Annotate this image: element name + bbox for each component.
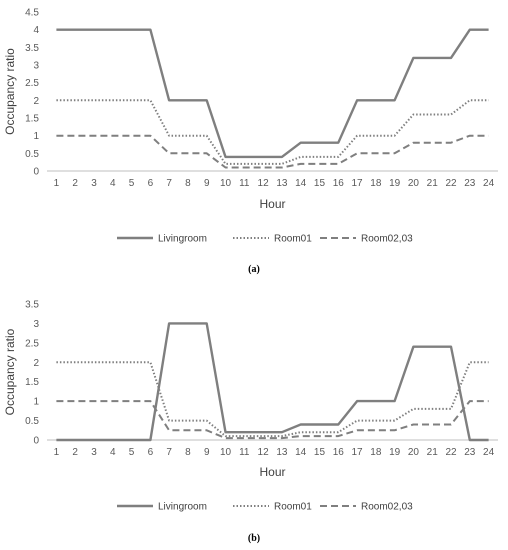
x-tick-label: 11 xyxy=(239,447,250,458)
x-tick-label: 20 xyxy=(408,447,420,458)
x-tick-label: 4 xyxy=(110,447,116,458)
panel-label: (a) xyxy=(248,264,260,275)
x-tick-label: 8 xyxy=(185,447,191,458)
x-tick-label: 5 xyxy=(129,178,135,189)
legend-label: Livingroom xyxy=(158,502,207,513)
legend-label: Room01 xyxy=(274,502,312,513)
y-tick-label: 1 xyxy=(33,397,39,408)
y-tick-label: 4.5 xyxy=(25,8,39,19)
y-tick-label: 3 xyxy=(33,319,39,330)
x-tick-label: 24 xyxy=(483,447,495,458)
x-tick-label: 18 xyxy=(370,447,382,458)
x-tick-label: 5 xyxy=(129,447,135,458)
y-tick-label: 1.5 xyxy=(25,377,39,388)
x-tick-label: 6 xyxy=(148,178,154,189)
y-tick-label: 2.5 xyxy=(25,78,39,89)
x-tick-label: 19 xyxy=(389,447,401,458)
x-tick-label: 1 xyxy=(54,178,60,189)
x-tick-label: 13 xyxy=(276,178,288,189)
x-tick-label: 23 xyxy=(464,447,476,458)
x-tick-label: 10 xyxy=(220,447,232,458)
x-tick-label: 16 xyxy=(333,178,345,189)
x-axis-label: Hour xyxy=(259,197,285,211)
x-tick-label: 10 xyxy=(220,178,232,189)
legend: Livingroom Room01 Room02,03 xyxy=(117,234,413,245)
y-tick-label: 0.5 xyxy=(25,416,39,427)
series-line-room02-03 xyxy=(56,400,489,440)
x-tick-label: 8 xyxy=(185,178,191,189)
series-line-livingroom xyxy=(56,28,489,159)
x-tick-label: 9 xyxy=(204,178,210,189)
series-line-livingroom xyxy=(56,322,489,442)
chart-panel-1: 00.511.522.533.544.51 2 3 4 5 6 7 8 9 10 11 12 13 14 1… xyxy=(3,8,498,275)
y-tick-label: 4 xyxy=(33,25,39,36)
y-tick-label: 2.5 xyxy=(25,338,39,349)
x-tick-label: 6 xyxy=(148,447,154,458)
legend-label: Room02,03 xyxy=(361,502,413,513)
x-tick-label: 4 xyxy=(110,178,116,189)
legend-label: Room02,03 xyxy=(361,234,413,245)
x-tick-label: 2 xyxy=(72,447,78,458)
x-tick-label: 17 xyxy=(352,178,364,189)
x-tick-label: 17 xyxy=(352,447,364,458)
x-tick-label: 7 xyxy=(166,447,172,458)
y-axis-label: Occupancy ratio xyxy=(3,48,17,135)
y-tick-label: 1 xyxy=(33,131,39,142)
series-line-room01 xyxy=(56,99,489,165)
x-tick-label: 14 xyxy=(295,447,307,458)
x-tick-label: 15 xyxy=(314,447,326,458)
x-tick-label: 20 xyxy=(408,178,420,189)
legend: Livingroom Room01 Room02,03 xyxy=(117,502,413,513)
y-tick-label: 3 xyxy=(33,61,39,72)
x-tick-label: 7 xyxy=(166,178,172,189)
x-tick-label: 12 xyxy=(258,178,270,189)
x-tick-label: 3 xyxy=(91,447,97,458)
x-tick-label: 14 xyxy=(295,178,307,189)
x-tick-label: 22 xyxy=(445,178,457,189)
x-tick-label: 21 xyxy=(427,178,439,189)
x-tick-label: 15 xyxy=(314,178,326,189)
x-tick-label: 16 xyxy=(333,447,345,458)
y-tick-label: 0.5 xyxy=(25,149,39,160)
y-tick-label: 2 xyxy=(33,96,39,107)
series-line-room02-03 xyxy=(56,134,489,169)
x-tick-label: 22 xyxy=(445,447,457,458)
x-tick-label: 1 xyxy=(54,447,60,458)
x-tick-label: 19 xyxy=(389,178,401,189)
x-tick-label: 18 xyxy=(370,178,382,189)
x-tick-label: 3 xyxy=(91,178,97,189)
x-tick-label: 24 xyxy=(483,178,495,189)
x-tick-label: 11 xyxy=(239,178,250,189)
x-tick-label: 12 xyxy=(258,447,270,458)
y-tick-label: 3.5 xyxy=(25,43,39,54)
y-tick-label: 2 xyxy=(33,358,39,369)
y-tick-label: 3.5 xyxy=(25,300,39,311)
x-tick-label: 23 xyxy=(464,178,476,189)
x-axis-label: Hour xyxy=(259,465,285,479)
y-tick-label: 0 xyxy=(33,167,39,178)
x-tick-label: 13 xyxy=(276,447,288,458)
legend-label: Livingroom xyxy=(158,234,207,245)
x-tick-label: 9 xyxy=(204,447,210,458)
y-tick-label: 1.5 xyxy=(25,114,39,125)
x-tick-label: 2 xyxy=(72,178,78,189)
x-tick-label: 21 xyxy=(427,447,439,458)
y-axis-label: Occupancy ratio xyxy=(3,328,17,415)
panel-label: (b) xyxy=(248,533,260,544)
y-tick-label: 0 xyxy=(33,436,39,447)
chart-panel-2: 00.511.522.533.51 2 3 4 5 6 7 8 9 10 11 12 13 14 15 16 1… xyxy=(3,300,498,544)
legend-label: Room01 xyxy=(274,234,312,245)
